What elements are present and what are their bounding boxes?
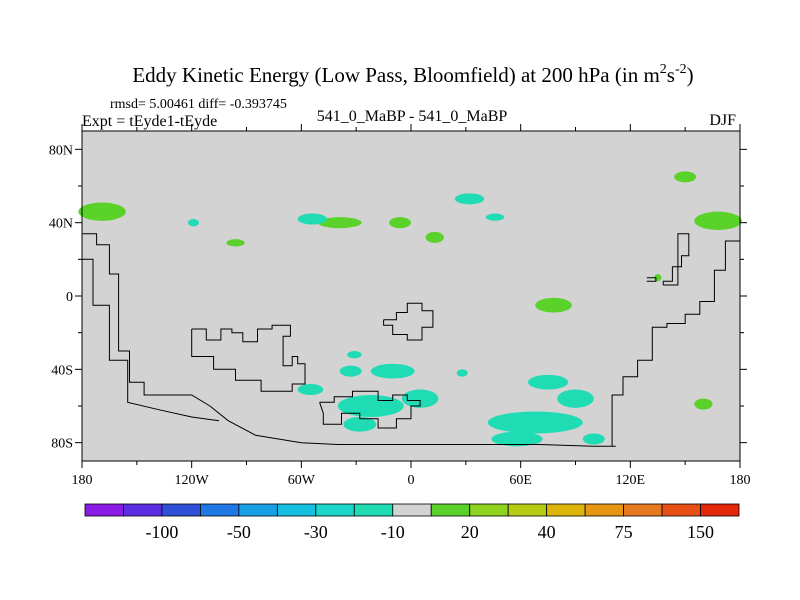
x-tick-label-5: 120E: [616, 473, 646, 488]
negative-region-14: [347, 351, 362, 359]
colorbar-label-4: 20: [461, 522, 479, 542]
y-tick-label-3: 40S: [51, 363, 73, 378]
y-tick-label-1: 40N: [49, 217, 73, 232]
anomaly-regions: [78, 171, 742, 447]
negative-region-11: [454, 193, 485, 205]
negative-region-15: [339, 365, 362, 377]
x-tick-label-0: 180: [72, 473, 93, 488]
negative-region-25: [557, 389, 594, 408]
positive-region-9: [694, 398, 713, 410]
coastline-outline-6: [662, 233, 690, 286]
coastline-outline-2: [191, 324, 306, 392]
season-label: DJF: [709, 112, 736, 129]
center-label: 541_0_MaBP - 541_0_MaBP: [317, 108, 508, 125]
coastline-outline-4: [319, 390, 421, 429]
positive-region-2: [389, 217, 411, 229]
coastline-outline-5: [611, 240, 740, 447]
colorbar-box-5: [276, 503, 317, 517]
colorbar-box-2: [161, 503, 201, 517]
colorbar-box-1: [123, 503, 163, 517]
positive-region-1: [317, 217, 362, 229]
colorbar-box-7: [353, 503, 394, 517]
colorbar-label-1: -50: [227, 522, 251, 542]
colorbar-box-9: [430, 503, 471, 517]
negative-region-12: [485, 213, 505, 221]
colorbar-box-13: [584, 503, 624, 517]
colorbar-label-6: 75: [615, 522, 633, 542]
negative-region-10: [297, 213, 327, 225]
x-tick-label-1: 120W: [175, 473, 210, 488]
negative-region-20: [401, 389, 439, 408]
x-tick-label-3: 0: [408, 473, 415, 488]
positive-region-3: [425, 231, 444, 243]
colorbar-label-2: -30: [304, 522, 328, 542]
map-plot: 180 120W 60W 0 60E 120E 180 80N 40N 0 40S 80S: [49, 124, 751, 488]
colorbar-label-5: 40: [538, 522, 556, 542]
colorbar-box-8: [392, 503, 432, 517]
negative-region-18: [297, 384, 324, 395]
negative-region-23: [491, 431, 543, 447]
colorbar-label-0: -100: [145, 522, 178, 542]
positive-region-4: [226, 239, 245, 247]
colorbar-box-6: [315, 503, 355, 517]
x-tick-label-6: 180: [730, 473, 751, 488]
positive-region-6: [694, 211, 742, 230]
colorbar-box-14: [623, 503, 663, 517]
axis-ticks: 180 120W 60W 0 60E 120E 180 80N 40N 0 40S 80S: [49, 124, 751, 488]
colorbar-box-11: [507, 503, 548, 517]
x-tick-label-2: 60W: [288, 473, 316, 488]
negative-region-21: [343, 417, 377, 432]
colorbar-label-7: 150: [687, 522, 714, 542]
colorbar: -100 -50 -30 -10 20 40 75 150: [84, 503, 740, 542]
negative-region-17: [456, 369, 468, 377]
coastline-outline-3: [383, 302, 434, 341]
stats-label: rmsd= 5.00461 diff= -0.393745: [110, 97, 287, 112]
colorbar-label-3: -10: [381, 522, 405, 542]
coastline-outline-7: [646, 277, 657, 282]
coastline-outline-1: [82, 258, 220, 422]
colorbar-box-3: [200, 503, 240, 517]
positive-region-0: [78, 202, 126, 221]
y-tick-label-0: 80N: [49, 143, 73, 158]
y-tick-label-4: 80S: [51, 437, 73, 452]
colorbar-box-4: [238, 503, 278, 517]
negative-region-26: [582, 433, 605, 445]
positive-region-7: [535, 297, 572, 313]
colorbar-box-15: [661, 503, 701, 517]
negative-region-16: [370, 363, 415, 379]
expt-label: Expt = tEyde1-tEyde: [82, 113, 217, 130]
positive-region-5: [674, 171, 697, 183]
x-tick-label-4: 60E: [509, 473, 532, 488]
colorbar-box-12: [546, 503, 586, 517]
negative-region-13: [188, 219, 199, 227]
coastline-outline-0: [82, 233, 616, 447]
negative-region-24: [527, 374, 569, 390]
colorbar-box-16: [700, 503, 740, 517]
colorbar-box-0: [84, 503, 124, 517]
chart-title: Eddy Kinetic Energy (Low Pass, Bloomfiel…: [132, 62, 693, 87]
y-tick-label-2: 0: [66, 290, 73, 305]
landmask-outlines: [82, 233, 740, 447]
colorbar-box-10: [469, 503, 509, 517]
negative-region-22: [487, 411, 583, 434]
